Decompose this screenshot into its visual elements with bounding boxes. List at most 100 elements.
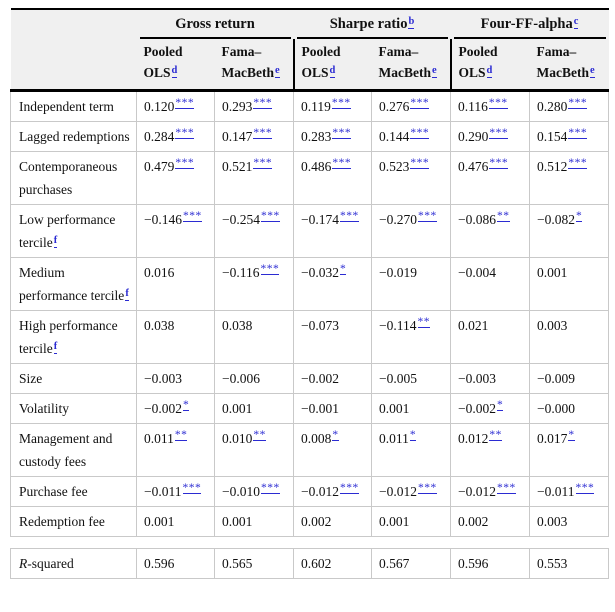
subcolumn-header: Fama– MacBethe — [214, 39, 294, 92]
subcolumn-header: Pooled OLSd — [449, 39, 530, 92]
table-row: Medium performance tercilef 0.016 −0.116**… — [10, 257, 610, 311]
value-cell: −0.012*** — [450, 476, 530, 507]
significance-stars[interactable]: *** — [332, 157, 352, 169]
significance-stars[interactable]: ** — [497, 210, 510, 222]
value-cell: 0.290*** — [450, 121, 530, 152]
significance-stars[interactable]: *** — [261, 482, 280, 494]
footnote-link-f[interactable]: f — [53, 341, 58, 354]
significance-stars[interactable]: *** — [175, 97, 195, 109]
footnote-link-f[interactable]: f — [53, 235, 58, 248]
significance-stars[interactable]: ** — [174, 429, 188, 441]
significance-stars[interactable]: *** — [568, 157, 588, 169]
footnote-link-e[interactable]: e — [274, 65, 280, 78]
column-group-label: Sharpe ratiob — [329, 16, 415, 32]
value-cell: −0.000 — [529, 393, 610, 424]
significance-stars[interactable]: * — [340, 263, 347, 275]
significance-stars[interactable]: *** — [340, 210, 359, 222]
value-cell: 0.021 — [450, 310, 530, 364]
significance-stars[interactable]: *** — [175, 157, 195, 169]
value-cell: 0.002 — [293, 506, 372, 537]
row-label: Volatility — [10, 393, 137, 424]
column-group-header: Sharpe ratiob — [293, 9, 451, 39]
value-cell: 0.602 — [293, 548, 372, 579]
table-row: Low performance tercilef −0.146*** −0.254*… — [10, 204, 610, 258]
value-cell: 0.119*** — [293, 90, 372, 122]
significance-stars[interactable]: *** — [260, 263, 280, 275]
value-cell: 0.486*** — [293, 151, 372, 205]
value-cell: 0.002 — [450, 506, 530, 537]
significance-stars[interactable]: * — [183, 399, 190, 411]
row-label: Low performance tercilef — [10, 204, 137, 258]
column-group-label: Gross return — [175, 16, 255, 32]
value-cell: −0.146*** — [136, 204, 215, 258]
value-cell: −0.001 — [293, 393, 372, 424]
significance-stars[interactable]: *** — [340, 482, 359, 494]
significance-stars[interactable]: * — [332, 429, 339, 441]
significance-stars[interactable]: *** — [488, 97, 508, 109]
significance-stars[interactable]: * — [409, 429, 417, 441]
significance-stars[interactable]: *** — [489, 127, 509, 139]
footnote-link-c[interactable]: c — [573, 16, 579, 29]
value-cell: −0.009 — [529, 363, 610, 394]
significance-stars[interactable]: * — [568, 429, 575, 441]
table-row: Size −0.003 −0.006 −0.002 −0.005 −0.003 −0.009 — [10, 363, 610, 394]
significance-stars[interactable]: *** — [410, 97, 430, 109]
footnote-link-d[interactable]: d — [329, 65, 336, 78]
row-label: High performance tercilef — [10, 310, 137, 364]
significance-stars[interactable]: *** — [182, 482, 202, 494]
significance-stars[interactable]: *** — [183, 210, 202, 222]
footnote-link-b[interactable]: b — [408, 16, 415, 29]
value-cell: 0.276*** — [370, 90, 451, 122]
footnote-link-f[interactable]: f — [125, 288, 129, 301]
value-cell: −0.086** — [450, 204, 530, 258]
significance-stars[interactable]: *** — [253, 127, 273, 139]
significance-stars[interactable]: *** — [253, 157, 273, 169]
significance-stars[interactable]: ** — [489, 429, 502, 441]
value-cell: 0.116*** — [450, 90, 530, 122]
footnote-link-d[interactable]: d — [171, 65, 178, 78]
significance-stars[interactable]: ** — [253, 429, 266, 441]
value-cell: −0.012*** — [370, 476, 451, 507]
row-label: Purchase fee — [10, 476, 137, 507]
value-cell: −0.003 — [136, 363, 215, 394]
significance-stars[interactable]: *** — [418, 210, 437, 222]
footnote-link-e[interactable]: e — [431, 65, 437, 78]
table-row: Lagged redemptions 0.284*** 0.147*** 0.283*… — [10, 121, 610, 152]
value-cell: 0.016 — [136, 257, 215, 311]
significance-stars[interactable]: *** — [418, 482, 437, 494]
row-label: Medium performance tercilef — [10, 257, 137, 311]
significance-stars[interactable]: *** — [410, 157, 430, 169]
value-cell: 0.011** — [136, 423, 215, 477]
row-label: Redemption fee — [10, 506, 137, 537]
value-cell: −0.004 — [450, 257, 530, 311]
significance-stars[interactable]: *** — [261, 210, 280, 222]
row-label: Size — [10, 363, 137, 394]
significance-stars[interactable]: *** — [331, 97, 351, 109]
value-cell: 0.001 — [370, 506, 451, 537]
significance-stars[interactable]: *** — [332, 127, 352, 139]
subcolumn-header: Pooled OLSd — [136, 39, 215, 92]
group-header-row: Gross return Sharpe ratiob Four-FF-alphac — [10, 9, 609, 92]
significance-stars[interactable]: *** — [253, 97, 273, 109]
value-cell: −0.005 — [370, 363, 451, 394]
column-group-header: Gross return — [136, 9, 294, 39]
value-cell: 0.003 — [529, 506, 610, 537]
footnote-link-d[interactable]: d — [486, 65, 493, 78]
significance-stars[interactable]: *** — [175, 127, 195, 139]
significance-stars[interactable]: *** — [568, 97, 588, 109]
value-cell: 0.144*** — [370, 121, 451, 152]
value-cell: 0.147*** — [214, 121, 294, 152]
results-table: Gross return Sharpe ratiob Four-FF-alphac … — [10, 8, 610, 579]
significance-stars[interactable]: *** — [575, 482, 595, 494]
value-cell: 0.001 — [136, 506, 215, 537]
significance-stars[interactable]: *** — [568, 127, 588, 139]
significance-stars[interactable]: * — [576, 210, 583, 222]
value-cell: 0.008* — [293, 423, 372, 477]
significance-stars[interactable]: * — [497, 399, 504, 411]
significance-stars[interactable]: *** — [489, 157, 509, 169]
table-row: Purchase fee −0.011*** −0.010*** −0.012*** −… — [10, 476, 610, 507]
significance-stars[interactable]: ** — [417, 316, 430, 328]
significance-stars[interactable]: *** — [497, 482, 516, 494]
footnote-link-e[interactable]: e — [590, 65, 595, 78]
significance-stars[interactable]: *** — [410, 127, 430, 139]
